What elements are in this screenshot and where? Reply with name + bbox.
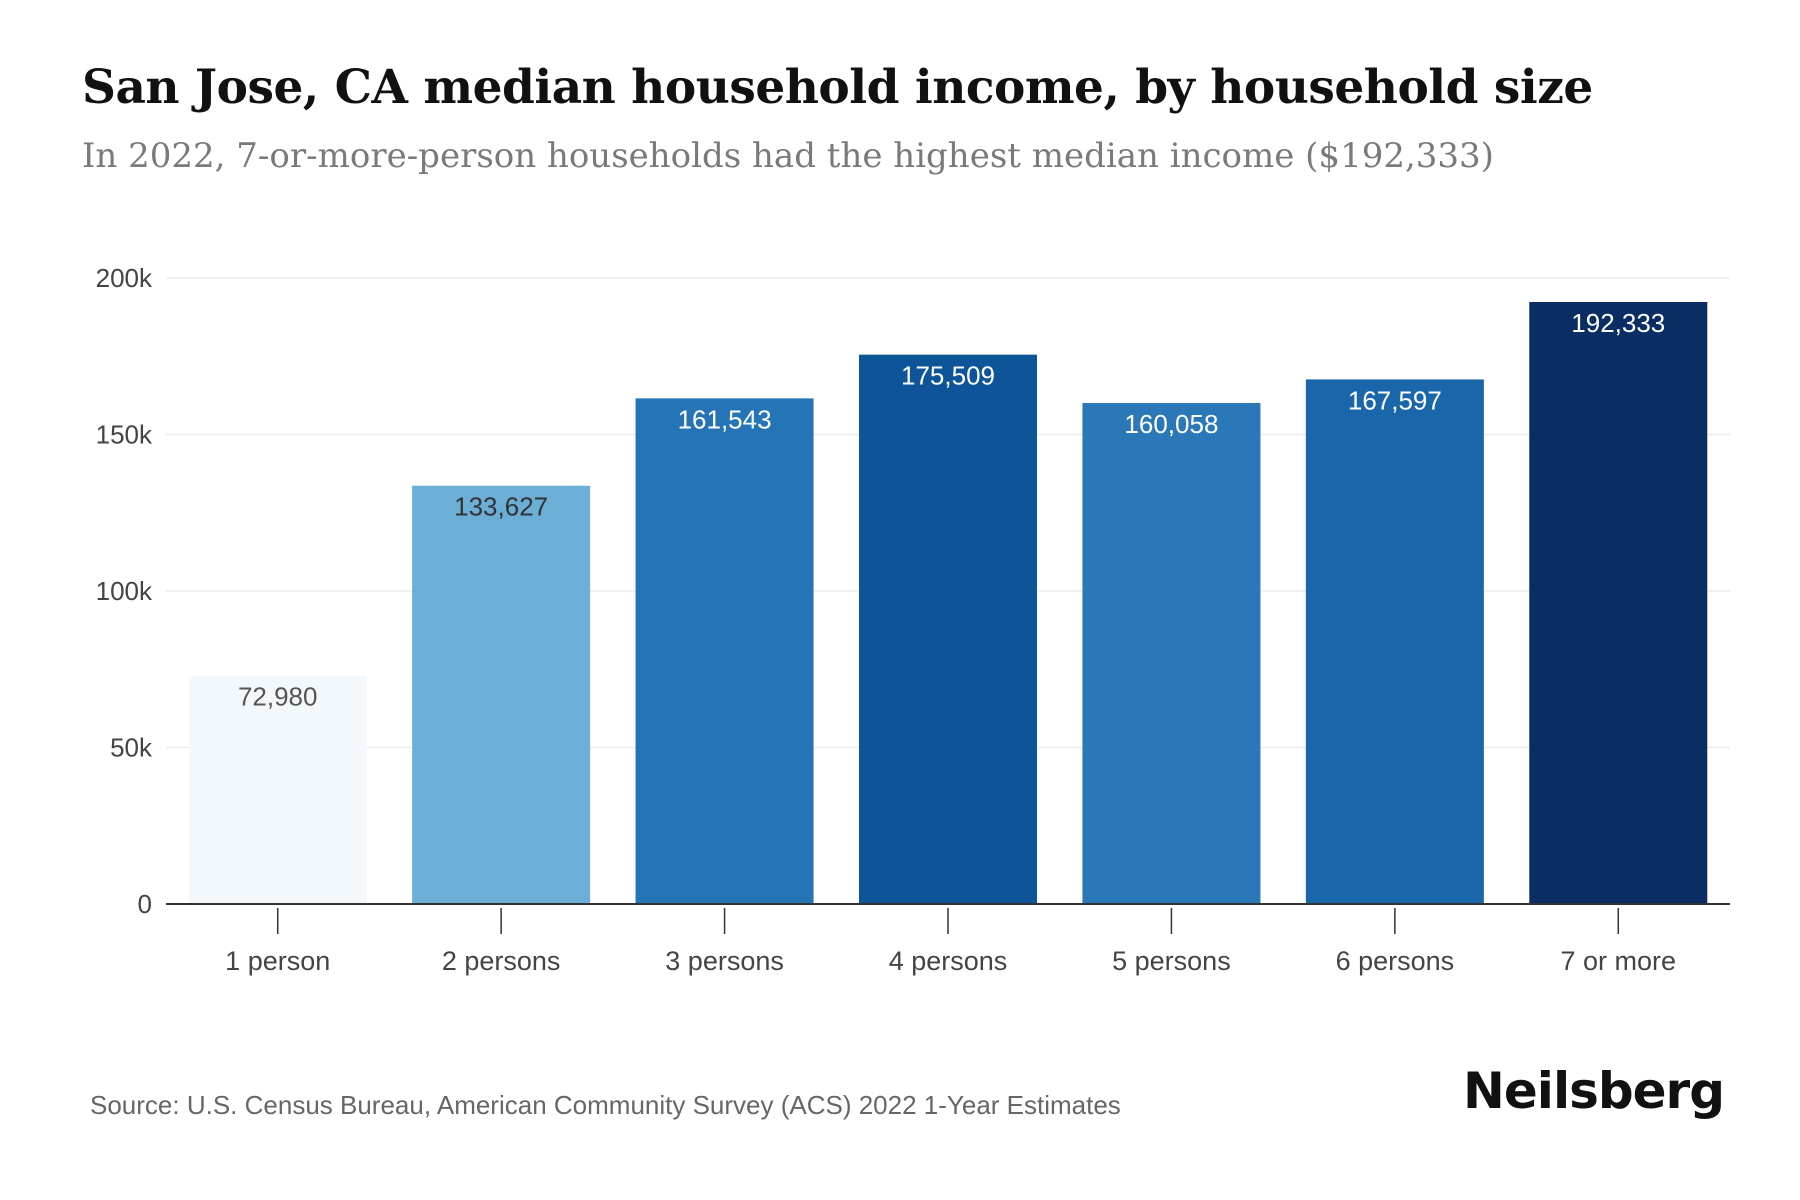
x-axis-ticks: 1 person 2 persons 3 persons 4 persons 5 per… — [166, 903, 1730, 976]
y-axis-ticks: 0 50k 100k 150k 200k — [96, 263, 153, 919]
x-tick-label: 2 persons — [442, 946, 561, 976]
x-tick-label: 6 persons — [1336, 946, 1455, 976]
bar — [635, 398, 814, 904]
bar-value-label: 175,509 — [901, 361, 995, 391]
x-tick-label: 4 persons — [889, 946, 1008, 976]
y-tick-label: 200k — [96, 263, 153, 293]
y-tick-label: 50k — [110, 733, 153, 763]
bar-value-label: 72,980 — [238, 682, 318, 712]
x-tick-label: 3 persons — [665, 946, 784, 976]
x-tick-label: 5 persons — [1112, 946, 1231, 976]
bars — [188, 301, 1708, 905]
chart-subtitle: In 2022, 7-or-more-person households had… — [82, 136, 1494, 176]
bar — [1305, 379, 1484, 904]
bar-value-label: 161,543 — [678, 404, 772, 434]
bar — [859, 354, 1037, 904]
bar-value-label: 133,627 — [454, 492, 548, 522]
bar-value-label: 160,058 — [1124, 409, 1218, 439]
bar — [1082, 403, 1261, 904]
bar — [1529, 301, 1708, 905]
chart-title: San Jose, CA median household income, by… — [82, 60, 1593, 115]
y-tick-label: 150k — [96, 420, 153, 450]
x-tick-label: 1 person — [225, 946, 330, 976]
bar — [412, 485, 591, 904]
bar-value-labels: 72,980 133,627 161,543 175,509 160,058 167,59… — [238, 308, 1665, 712]
bar-value-label: 167,597 — [1348, 385, 1442, 415]
bar-chart: 0 50k 100k 150k 200k 72,980 133,627 161,543 175… — [96, 263, 1730, 976]
y-tick-label: 100k — [96, 576, 153, 606]
y-tick-label: 0 — [138, 889, 152, 919]
x-tick-label: 7 or more — [1561, 946, 1677, 976]
bar-value-label: 192,333 — [1571, 308, 1665, 338]
source-note: Source: U.S. Census Bureau, American Com… — [90, 1090, 1121, 1120]
bar — [188, 675, 367, 904]
brand-logo: Neilsberg — [1463, 1062, 1725, 1120]
